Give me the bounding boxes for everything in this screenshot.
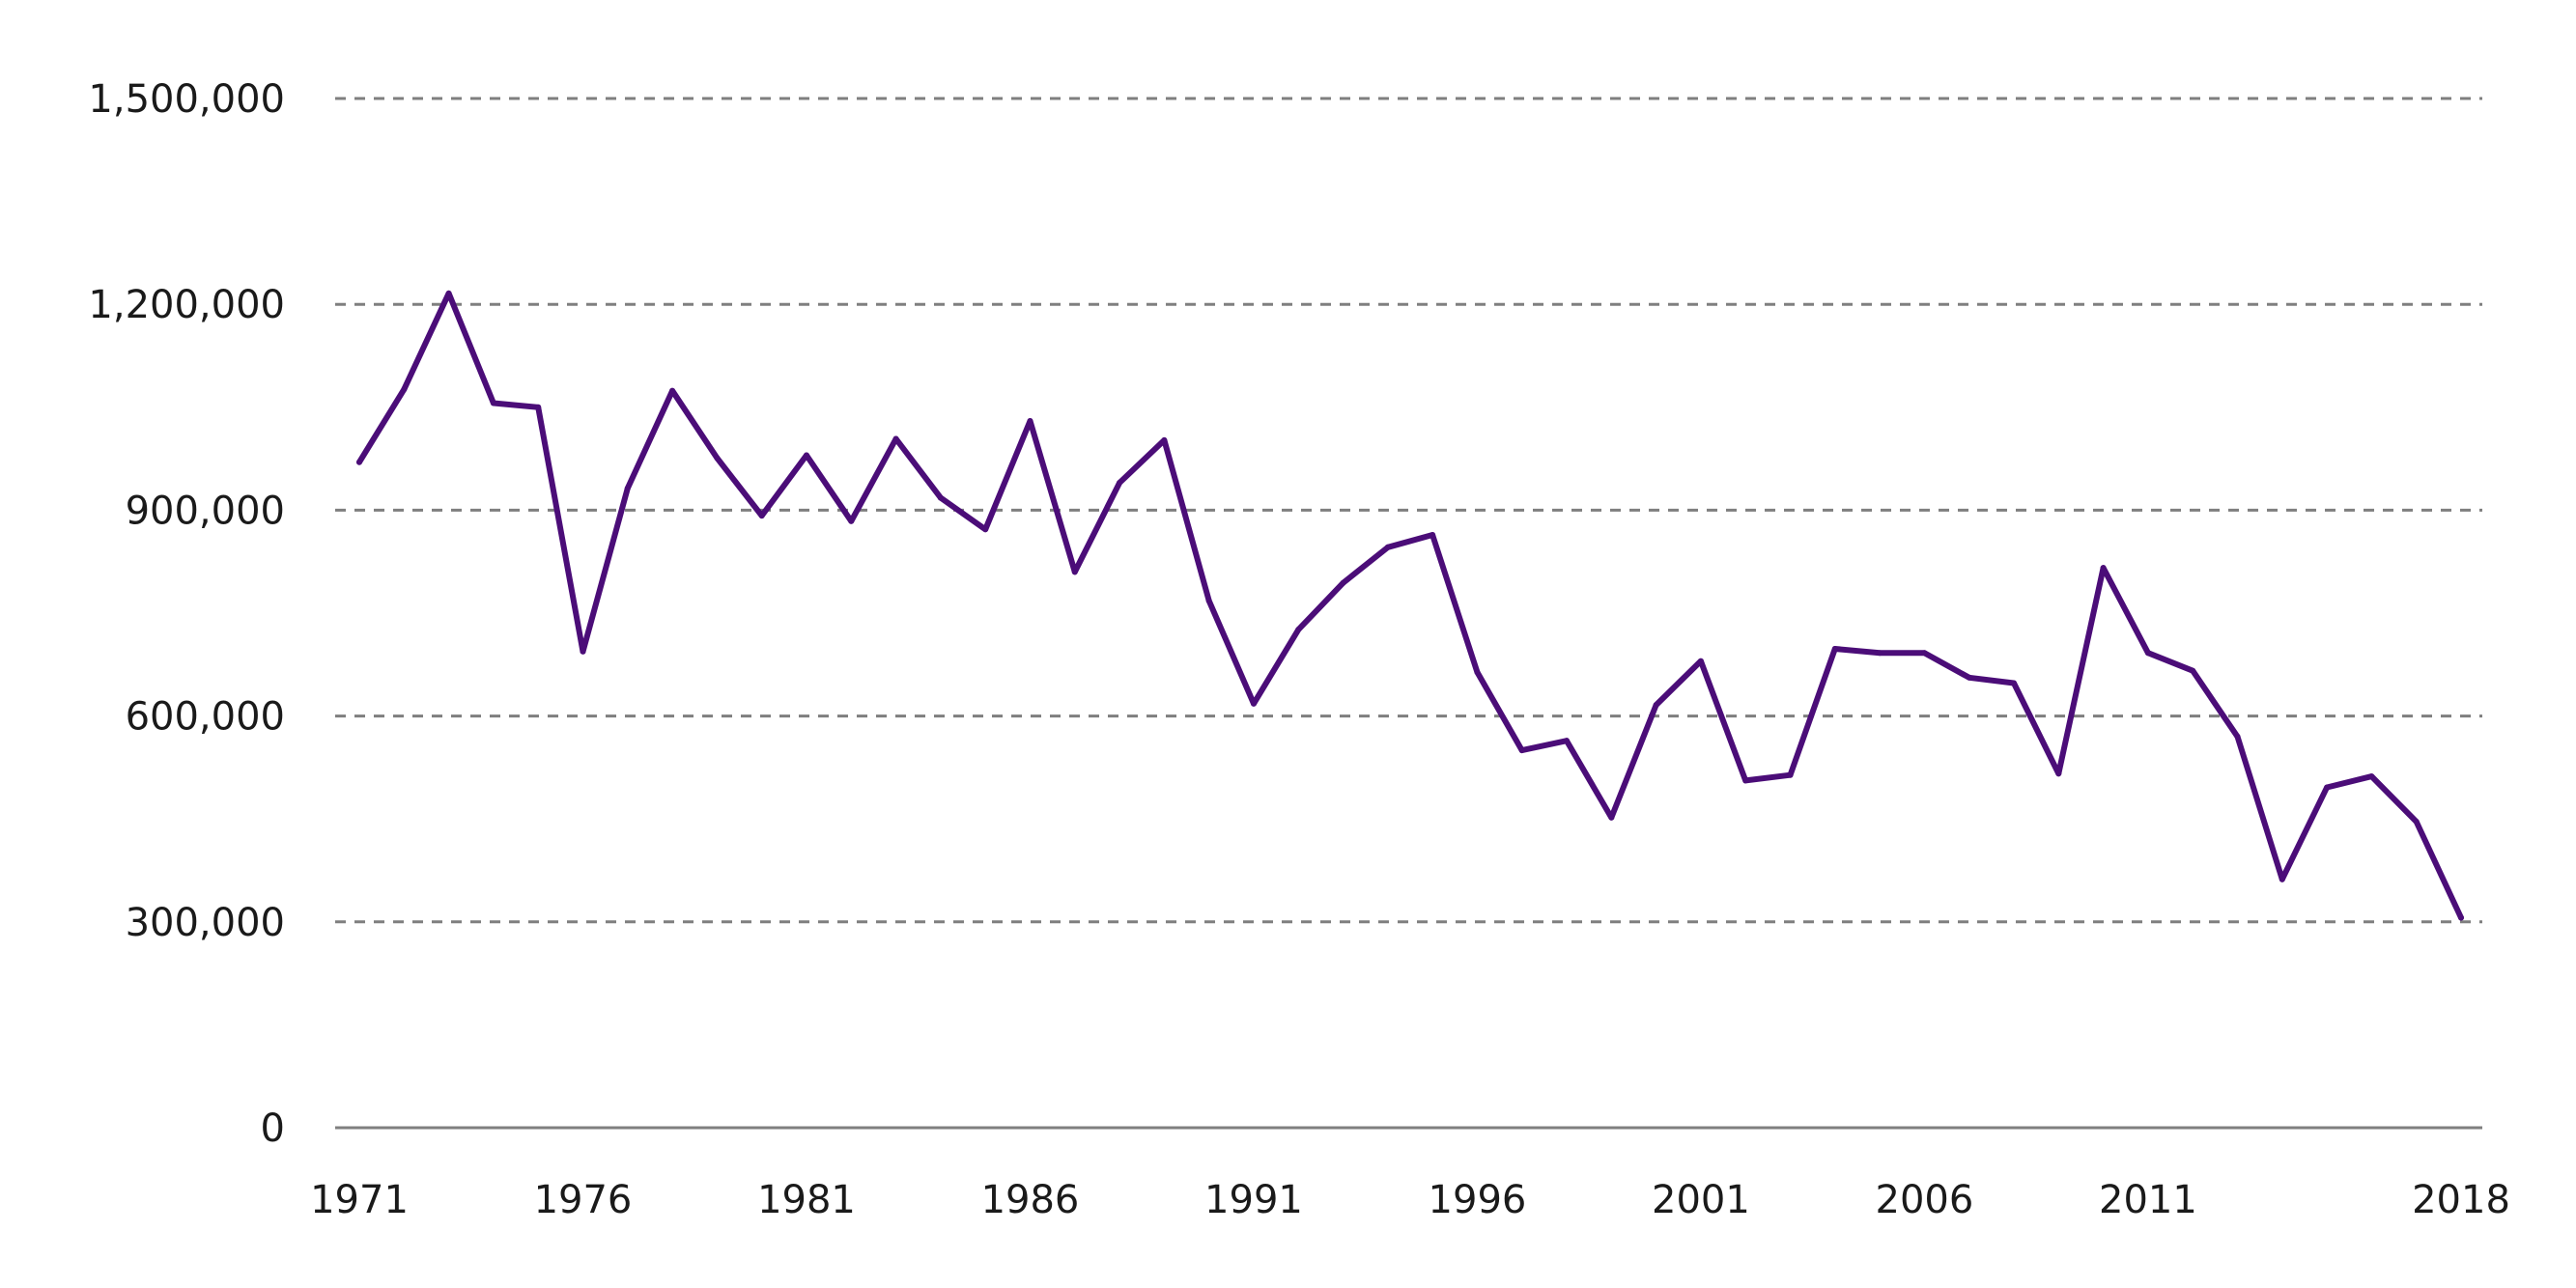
y-tick-label: 600,000 — [126, 695, 285, 740]
data-point — [1742, 777, 1749, 784]
data-point — [2144, 650, 2151, 657]
y-axis-tick-labels: 0 300,000 600,000 900,000 1,200,000 1,500,000 — [88, 77, 285, 1151]
data-point — [1205, 598, 1212, 604]
y-tick-label: 300,000 — [126, 901, 285, 945]
gridlines — [335, 97, 2482, 924]
y-tick-label: 900,000 — [126, 489, 285, 533]
data-point — [1071, 569, 1078, 575]
data-point — [401, 386, 408, 393]
data-point — [1653, 702, 1659, 709]
data-point — [2324, 784, 2331, 791]
data-point — [1027, 418, 1033, 425]
x-tick-label: 2006 — [1876, 1178, 1974, 1222]
data-point — [2100, 565, 2107, 572]
data-point — [1564, 738, 1571, 744]
data-point — [2011, 680, 2018, 686]
data-point — [356, 459, 362, 465]
data-point — [490, 400, 496, 406]
data-point — [982, 526, 989, 533]
x-tick-label: 2011 — [2099, 1178, 2197, 1222]
data-point — [1250, 700, 1257, 707]
x-tick-label: 1986 — [981, 1178, 1080, 1222]
data-point — [714, 455, 721, 462]
x-tick-label: 1996 — [1429, 1178, 1527, 1222]
data-point — [2368, 773, 2375, 780]
data-point — [2458, 914, 2464, 921]
data-point — [445, 290, 452, 296]
data-point — [892, 435, 899, 442]
x-tick-label: 1991 — [1204, 1178, 1303, 1222]
data-point — [1518, 747, 1525, 754]
data-point — [758, 513, 765, 519]
data-point — [1697, 658, 1704, 664]
data-point — [1430, 531, 1436, 538]
data-point — [1787, 771, 1794, 778]
x-tick-label: 2001 — [1652, 1178, 1750, 1222]
series-line — [356, 290, 2464, 921]
data-point — [848, 518, 855, 524]
x-tick-label: 1976 — [534, 1178, 633, 1222]
data-point — [624, 485, 631, 491]
data-point — [803, 452, 809, 459]
data-point — [2234, 733, 2241, 740]
data-point — [535, 404, 542, 410]
x-tick-label: 1971 — [310, 1178, 409, 1222]
data-point — [1921, 650, 1928, 657]
x-tick-label: 2018 — [2412, 1178, 2510, 1222]
data-point — [2055, 770, 2062, 777]
data-point — [1340, 579, 1346, 586]
x-axis-tick-labels: 1971 1976 1981 1986 1991 1996 2001 2006 2011 2018 — [310, 1178, 2510, 1222]
x-tick-label: 1981 — [757, 1178, 856, 1222]
data-point — [2190, 667, 2196, 674]
y-tick-label: 1,200,000 — [88, 283, 285, 327]
data-point — [1295, 627, 1302, 633]
data-point — [1831, 645, 1838, 652]
data-point — [1161, 436, 1168, 443]
data-point — [937, 494, 944, 501]
data-point — [1384, 544, 1391, 550]
y-tick-label: 0 — [261, 1106, 285, 1151]
y-tick-label: 1,500,000 — [88, 77, 285, 122]
data-point — [1966, 674, 1972, 681]
data-point — [1117, 479, 1123, 486]
data-point — [2279, 876, 2285, 882]
data-point — [1608, 814, 1615, 821]
data-point — [669, 387, 676, 394]
data-point — [1474, 669, 1481, 676]
data-point — [2413, 819, 2420, 826]
data-point — [580, 648, 586, 655]
data-point — [1877, 650, 1883, 657]
series-layer — [356, 290, 2464, 921]
